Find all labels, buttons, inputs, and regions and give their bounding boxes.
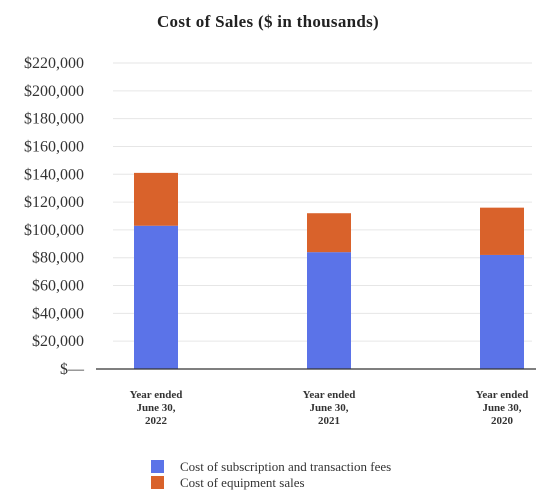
x-tick-label: June 30, (309, 402, 348, 414)
y-tick-label: $180,000 (24, 111, 84, 128)
x-tick-label: 2021 (318, 415, 340, 427)
y-tick-label: $220,000 (24, 55, 84, 72)
x-tick-label: June 30, (482, 402, 521, 414)
x-tick-label: Year ended (476, 389, 529, 401)
bar-segment-subscription-fees (480, 254, 524, 369)
x-tick-label: Year ended (130, 389, 183, 401)
y-tick-label: $160,000 (24, 138, 84, 155)
legend-label: Cost of subscription and transaction fee… (180, 459, 391, 474)
legend-swatch (151, 460, 164, 473)
bars (134, 172, 524, 369)
y-tick-label: $120,000 (24, 194, 84, 211)
bar-segment-equipment-sales (134, 172, 178, 226)
bar-segment-subscription-fees (307, 252, 351, 369)
chart-title: Cost of Sales ($ in thousands) (157, 12, 379, 31)
y-axis-tick-labels: $— $20,000 $40,000 $60,000 $80,000 $100,000 $1… (24, 55, 85, 378)
y-tick-label: $40,000 (32, 305, 84, 322)
legend: Cost of subscription and transaction fee… (151, 459, 391, 490)
legend-label: Cost of equipment sales (180, 475, 305, 490)
bar-segment-subscription-fees (134, 225, 178, 369)
y-tick-label: $— (60, 361, 85, 378)
x-tick-label: June 30, (136, 402, 175, 414)
x-tick-label: Year ended (303, 389, 356, 401)
y-tick-label: $200,000 (24, 83, 84, 100)
legend-swatch (151, 476, 164, 489)
y-tick-label: $100,000 (24, 222, 84, 239)
y-tick-label: $60,000 (32, 278, 84, 295)
y-tick-label: $140,000 (24, 166, 84, 183)
x-tick-label: 2020 (491, 415, 514, 427)
y-tick-label: $80,000 (32, 250, 84, 267)
x-tick-label: 2022 (145, 415, 168, 427)
bar-segment-equipment-sales (480, 207, 524, 255)
y-tick-label: $20,000 (32, 333, 84, 350)
bar-segment-equipment-sales (307, 213, 351, 253)
